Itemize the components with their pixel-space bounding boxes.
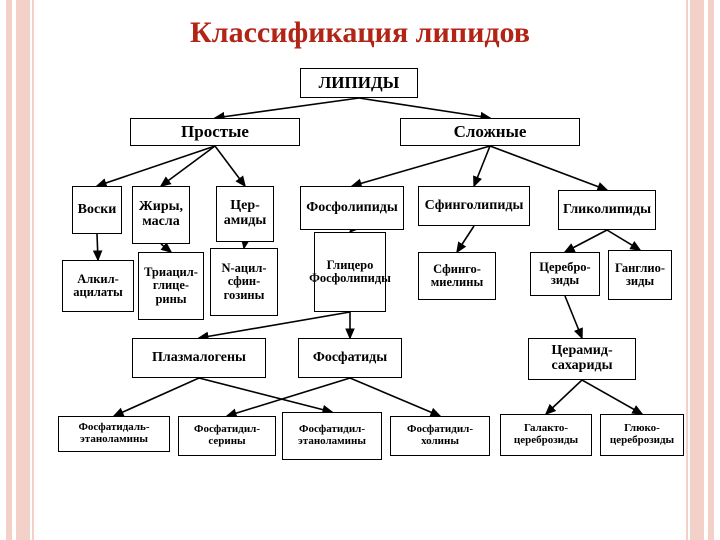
- node-wax: Воски: [72, 186, 122, 234]
- node-fats: Жиры, масла: [132, 186, 190, 244]
- node-glccer: Глюко-цереброзиды: [600, 414, 684, 456]
- node-sphingo: Сфинголипиды: [418, 186, 530, 226]
- node-tag: Триацил-глице-рины: [138, 252, 204, 320]
- node-phospho: Фосфолипиды: [300, 186, 404, 230]
- node-pc: Фосфатидил-холины: [390, 416, 490, 456]
- node-sphmyel: Сфинго-миелины: [418, 252, 496, 300]
- node-complex: Сложные: [400, 118, 580, 146]
- node-alkil: Алкил-ацилаты: [62, 260, 134, 312]
- node-ps: Фосфатидил-серины: [178, 416, 276, 456]
- node-plas: Плазмалогены: [132, 338, 266, 378]
- node-cersacc: Церамид-сахариды: [528, 338, 636, 380]
- node-pe: Фосфатидил-этаноламины: [282, 412, 382, 460]
- node-galcer: Галакто-цереброзиды: [500, 414, 592, 456]
- node-simple: Простые: [130, 118, 300, 146]
- node-cer: Цер-амиды: [216, 186, 274, 242]
- left-decor: [6, 0, 36, 540]
- node-nacyl: N-ацил-сфин-гозины: [210, 248, 278, 316]
- node-root: ЛИПИДЫ: [300, 68, 418, 98]
- node-cerebr: Церебро-зиды: [530, 252, 600, 296]
- node-glycerop: Глицеро Фосфолипиды: [314, 232, 386, 312]
- right-decor: [684, 0, 714, 540]
- node-phosphati: Фосфатиды: [298, 338, 402, 378]
- node-pea: Фосфатидаль-этаноламины: [58, 416, 170, 452]
- page-title: Классификация липидов: [0, 16, 720, 50]
- node-glyco: Гликолипиды: [558, 190, 656, 230]
- node-gangl: Ганглио-зиды: [608, 250, 672, 300]
